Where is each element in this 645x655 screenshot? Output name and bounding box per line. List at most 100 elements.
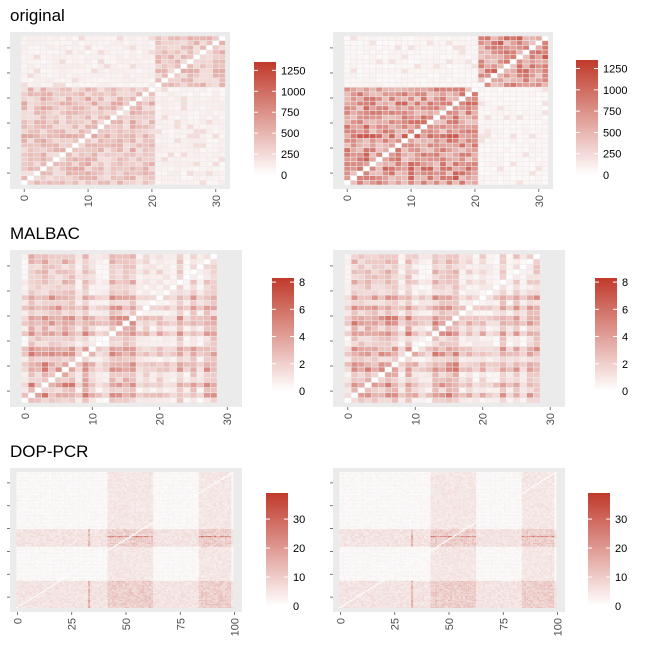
heatmap-cell xyxy=(224,597,227,599)
heatmap-cell xyxy=(72,59,79,64)
heatmap-cell xyxy=(357,96,363,101)
heatmap-cell xyxy=(344,393,351,398)
heatmap-cell xyxy=(78,148,85,153)
heatmap-cell xyxy=(38,597,41,599)
heatmap-cell xyxy=(136,101,143,106)
heatmap-cell xyxy=(129,310,136,316)
heatmap-cell xyxy=(418,357,426,362)
heatmap-cell xyxy=(177,599,180,602)
heatmap-cell xyxy=(85,124,91,129)
heatmap-cell xyxy=(123,166,130,171)
heatmap-cell xyxy=(46,606,49,608)
heatmap-cell xyxy=(168,604,171,606)
heatmap-cell xyxy=(344,341,351,347)
heatmap-cell xyxy=(142,594,145,596)
heatmap-cell xyxy=(491,171,497,176)
heatmap-cell xyxy=(363,115,370,120)
heatmap-cell xyxy=(123,50,130,55)
heatmap-cell xyxy=(68,604,71,606)
heatmap-cell xyxy=(136,326,143,331)
heatmap-cell xyxy=(104,175,111,181)
heatmap-cell xyxy=(219,59,226,64)
heatmap-cell xyxy=(503,166,510,171)
heatmap-cell xyxy=(75,367,82,372)
heatmap-cell xyxy=(140,599,143,602)
heatmap-cell xyxy=(371,269,378,275)
heatmap-cell xyxy=(378,285,385,290)
heatmap-cell xyxy=(35,362,42,367)
heatmap-cell xyxy=(433,40,440,46)
heatmap-cell xyxy=(78,138,85,143)
heatmap-cell xyxy=(27,45,34,50)
heatmap-cell xyxy=(465,171,472,176)
heatmap-cell xyxy=(156,254,163,259)
heatmap-cell xyxy=(18,599,21,602)
heatmap-cell xyxy=(200,598,203,600)
heatmap-cell xyxy=(520,346,527,352)
heatmap-cell xyxy=(357,162,363,167)
heatmap-cell xyxy=(533,279,540,285)
heatmap-cell xyxy=(220,594,223,596)
heatmap-cell xyxy=(27,134,34,139)
heatmap-cell xyxy=(401,124,408,129)
heatmap-cell xyxy=(472,148,478,153)
heatmap-cell xyxy=(163,398,170,403)
heatmap-cell xyxy=(183,601,186,603)
heatmap-cell xyxy=(542,162,549,167)
heatmap-cell xyxy=(16,597,19,599)
heatmap-cell xyxy=(68,321,76,326)
heatmap-cell xyxy=(185,604,188,606)
heatmap-cell xyxy=(533,274,540,280)
heatmap-cell xyxy=(41,274,49,280)
heatmap-cell xyxy=(395,78,402,83)
heatmap-cell xyxy=(395,134,402,139)
heatmap-cell xyxy=(197,274,204,280)
heatmap-cell xyxy=(51,605,54,607)
heatmap-cell xyxy=(16,604,19,606)
heatmap-cell xyxy=(358,367,365,372)
heatmap-cell xyxy=(18,598,21,600)
heatmap-cell xyxy=(523,64,529,69)
heatmap-cell xyxy=(46,82,53,87)
heatmap-cell xyxy=(432,341,439,347)
heatmap-cell xyxy=(213,601,216,603)
heatmap-cell xyxy=(363,82,370,87)
heatmap-cell xyxy=(378,331,385,336)
heatmap-cell xyxy=(219,152,226,157)
heatmap-cell xyxy=(391,351,399,357)
heatmap-cell xyxy=(395,50,402,55)
heatmap-cell xyxy=(153,604,156,606)
heatmap-cell xyxy=(66,601,69,603)
heatmap-cell xyxy=(425,367,432,372)
heatmap-cell xyxy=(116,336,123,342)
heatmap-cell xyxy=(29,599,32,602)
heatmap-cell xyxy=(28,393,35,398)
heatmap-cell xyxy=(212,59,219,64)
heatmap-cell xyxy=(143,357,150,362)
heatmap-cell xyxy=(118,602,121,604)
heatmap-cell xyxy=(55,326,62,331)
heatmap-cell xyxy=(513,300,520,306)
heatmap-cell xyxy=(212,157,219,162)
heatmap-cell xyxy=(364,372,372,378)
heatmap-cell xyxy=(535,115,542,120)
heatmap-cell xyxy=(472,357,480,362)
heatmap-cell xyxy=(168,593,171,595)
heatmap-cell xyxy=(142,597,145,599)
heatmap-cell xyxy=(168,148,174,153)
heatmap-cell xyxy=(72,597,75,599)
heatmap-cell xyxy=(149,162,155,167)
heatmap-cell xyxy=(205,593,208,595)
heatmap-cell xyxy=(59,82,66,87)
heatmap-cell xyxy=(187,129,194,134)
heatmap-cell xyxy=(88,602,91,604)
heatmap-cell xyxy=(97,40,104,46)
heatmap-cell xyxy=(542,157,549,162)
heatmap-cell xyxy=(478,68,485,73)
heatmap-cell xyxy=(210,331,217,336)
heatmap-cell xyxy=(183,387,190,393)
heatmap-cell xyxy=(163,387,170,393)
heatmap-cell xyxy=(459,143,466,148)
heatmap-cell xyxy=(478,96,485,101)
heatmap-cell xyxy=(219,124,226,129)
